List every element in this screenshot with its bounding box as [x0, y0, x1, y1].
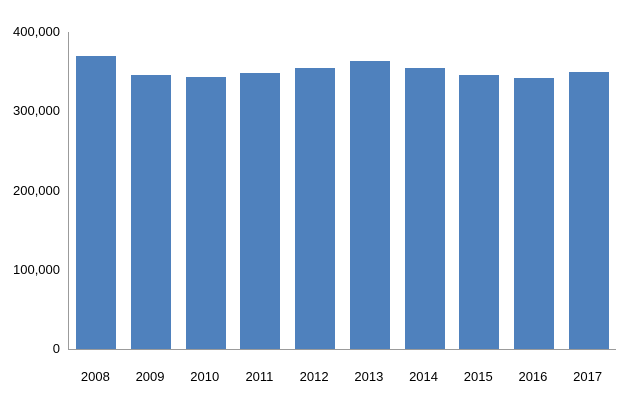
x-axis-label-2016: 2016	[518, 369, 548, 384]
bar-2013	[349, 60, 390, 349]
x-axis-label-2012: 2012	[299, 369, 329, 384]
bar-2009	[131, 74, 172, 349]
bar-2017	[568, 71, 609, 349]
bar-slot-2015	[452, 32, 507, 349]
x-axis-label-2009: 2009	[135, 369, 165, 384]
plot-area	[68, 32, 616, 350]
x-axis-label-2014: 2014	[409, 369, 438, 384]
y-axis-tick-label-0: 0	[52, 341, 60, 356]
y-axis-tick-label-2: 200,000	[13, 182, 60, 198]
bar-slot-2017	[561, 32, 616, 349]
bar-2008	[76, 55, 117, 349]
bar-slot-2009	[124, 32, 179, 349]
bar-slot-2008	[69, 32, 124, 349]
x-axis-label-2017: 2017	[573, 369, 603, 384]
bar-slot-2013	[343, 32, 398, 349]
bar-2015	[459, 74, 500, 349]
bar-slot-2014	[397, 32, 452, 349]
bar-2012	[295, 67, 336, 349]
x-axis-label-2013: 2013	[354, 369, 384, 384]
y-axis-tick-label-3: 300,000	[13, 103, 60, 119]
x-axis-label-2011: 2011	[245, 369, 274, 384]
bar-2014	[404, 67, 445, 349]
x-axis-label-2008: 2008	[80, 369, 110, 384]
x-axis-label-2010: 2010	[190, 369, 220, 384]
bar-slot-2016	[507, 32, 562, 349]
bar-2011	[240, 73, 281, 349]
bar-slot-2010	[178, 32, 233, 349]
y-axis-tick-label-1: 100,000	[13, 261, 60, 277]
bar-2010	[185, 77, 226, 349]
y-axis-tick-label-4: 400,000	[13, 24, 60, 39]
bar-slot-2011	[233, 32, 288, 349]
x-axis-label-2015: 2015	[463, 369, 493, 384]
bar-2016	[513, 77, 554, 349]
bar-slot-2012	[288, 32, 343, 349]
